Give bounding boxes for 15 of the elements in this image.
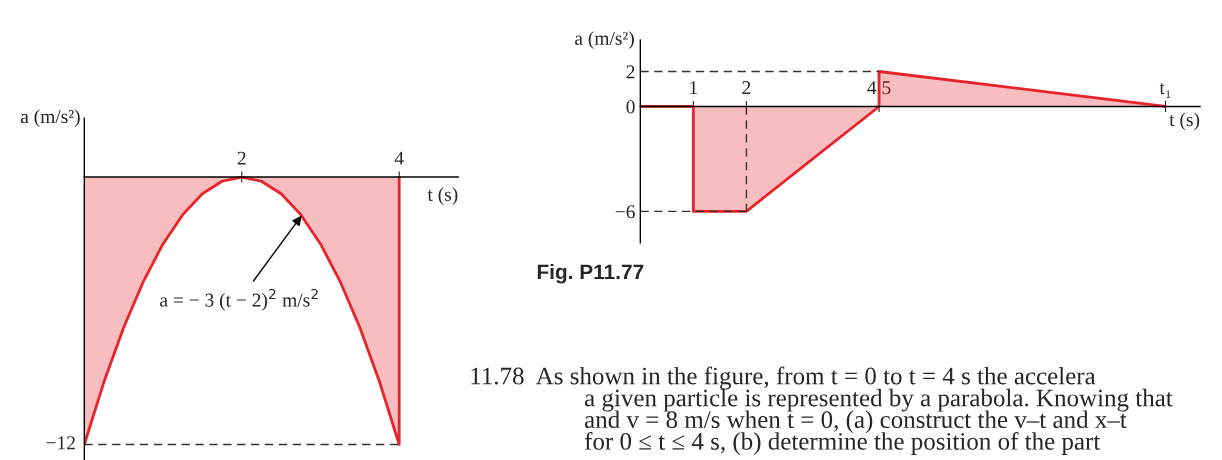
x-tick-label: 1 xyxy=(690,81,698,94)
y-tick-label: 0 xyxy=(626,100,635,114)
y-tick-label: 2 xyxy=(626,65,635,79)
x-tick-label: 2 xyxy=(742,81,751,94)
x-tick-label: 4 xyxy=(394,151,404,165)
x-tick-label: t₁ xyxy=(1159,83,1171,98)
annotation: a = − 3 (t − 2)$^{2}$ m/s$^{2}$ xyxy=(160,288,318,311)
annotation: −12 xyxy=(46,436,75,450)
x-axis-title: t (s) xyxy=(427,187,458,205)
y-axis-title: a (m/s²) xyxy=(20,109,80,128)
caption: Fig. P11.77 xyxy=(537,263,644,284)
text: for 0 ≤ t ≤ 4 s, (b) determine the position of the part xyxy=(584,431,1101,455)
x-axis-title: t (s) xyxy=(1169,112,1200,131)
y-axis-title: a (m/s²) xyxy=(575,31,634,49)
y-tick-label: −6 xyxy=(615,205,635,219)
